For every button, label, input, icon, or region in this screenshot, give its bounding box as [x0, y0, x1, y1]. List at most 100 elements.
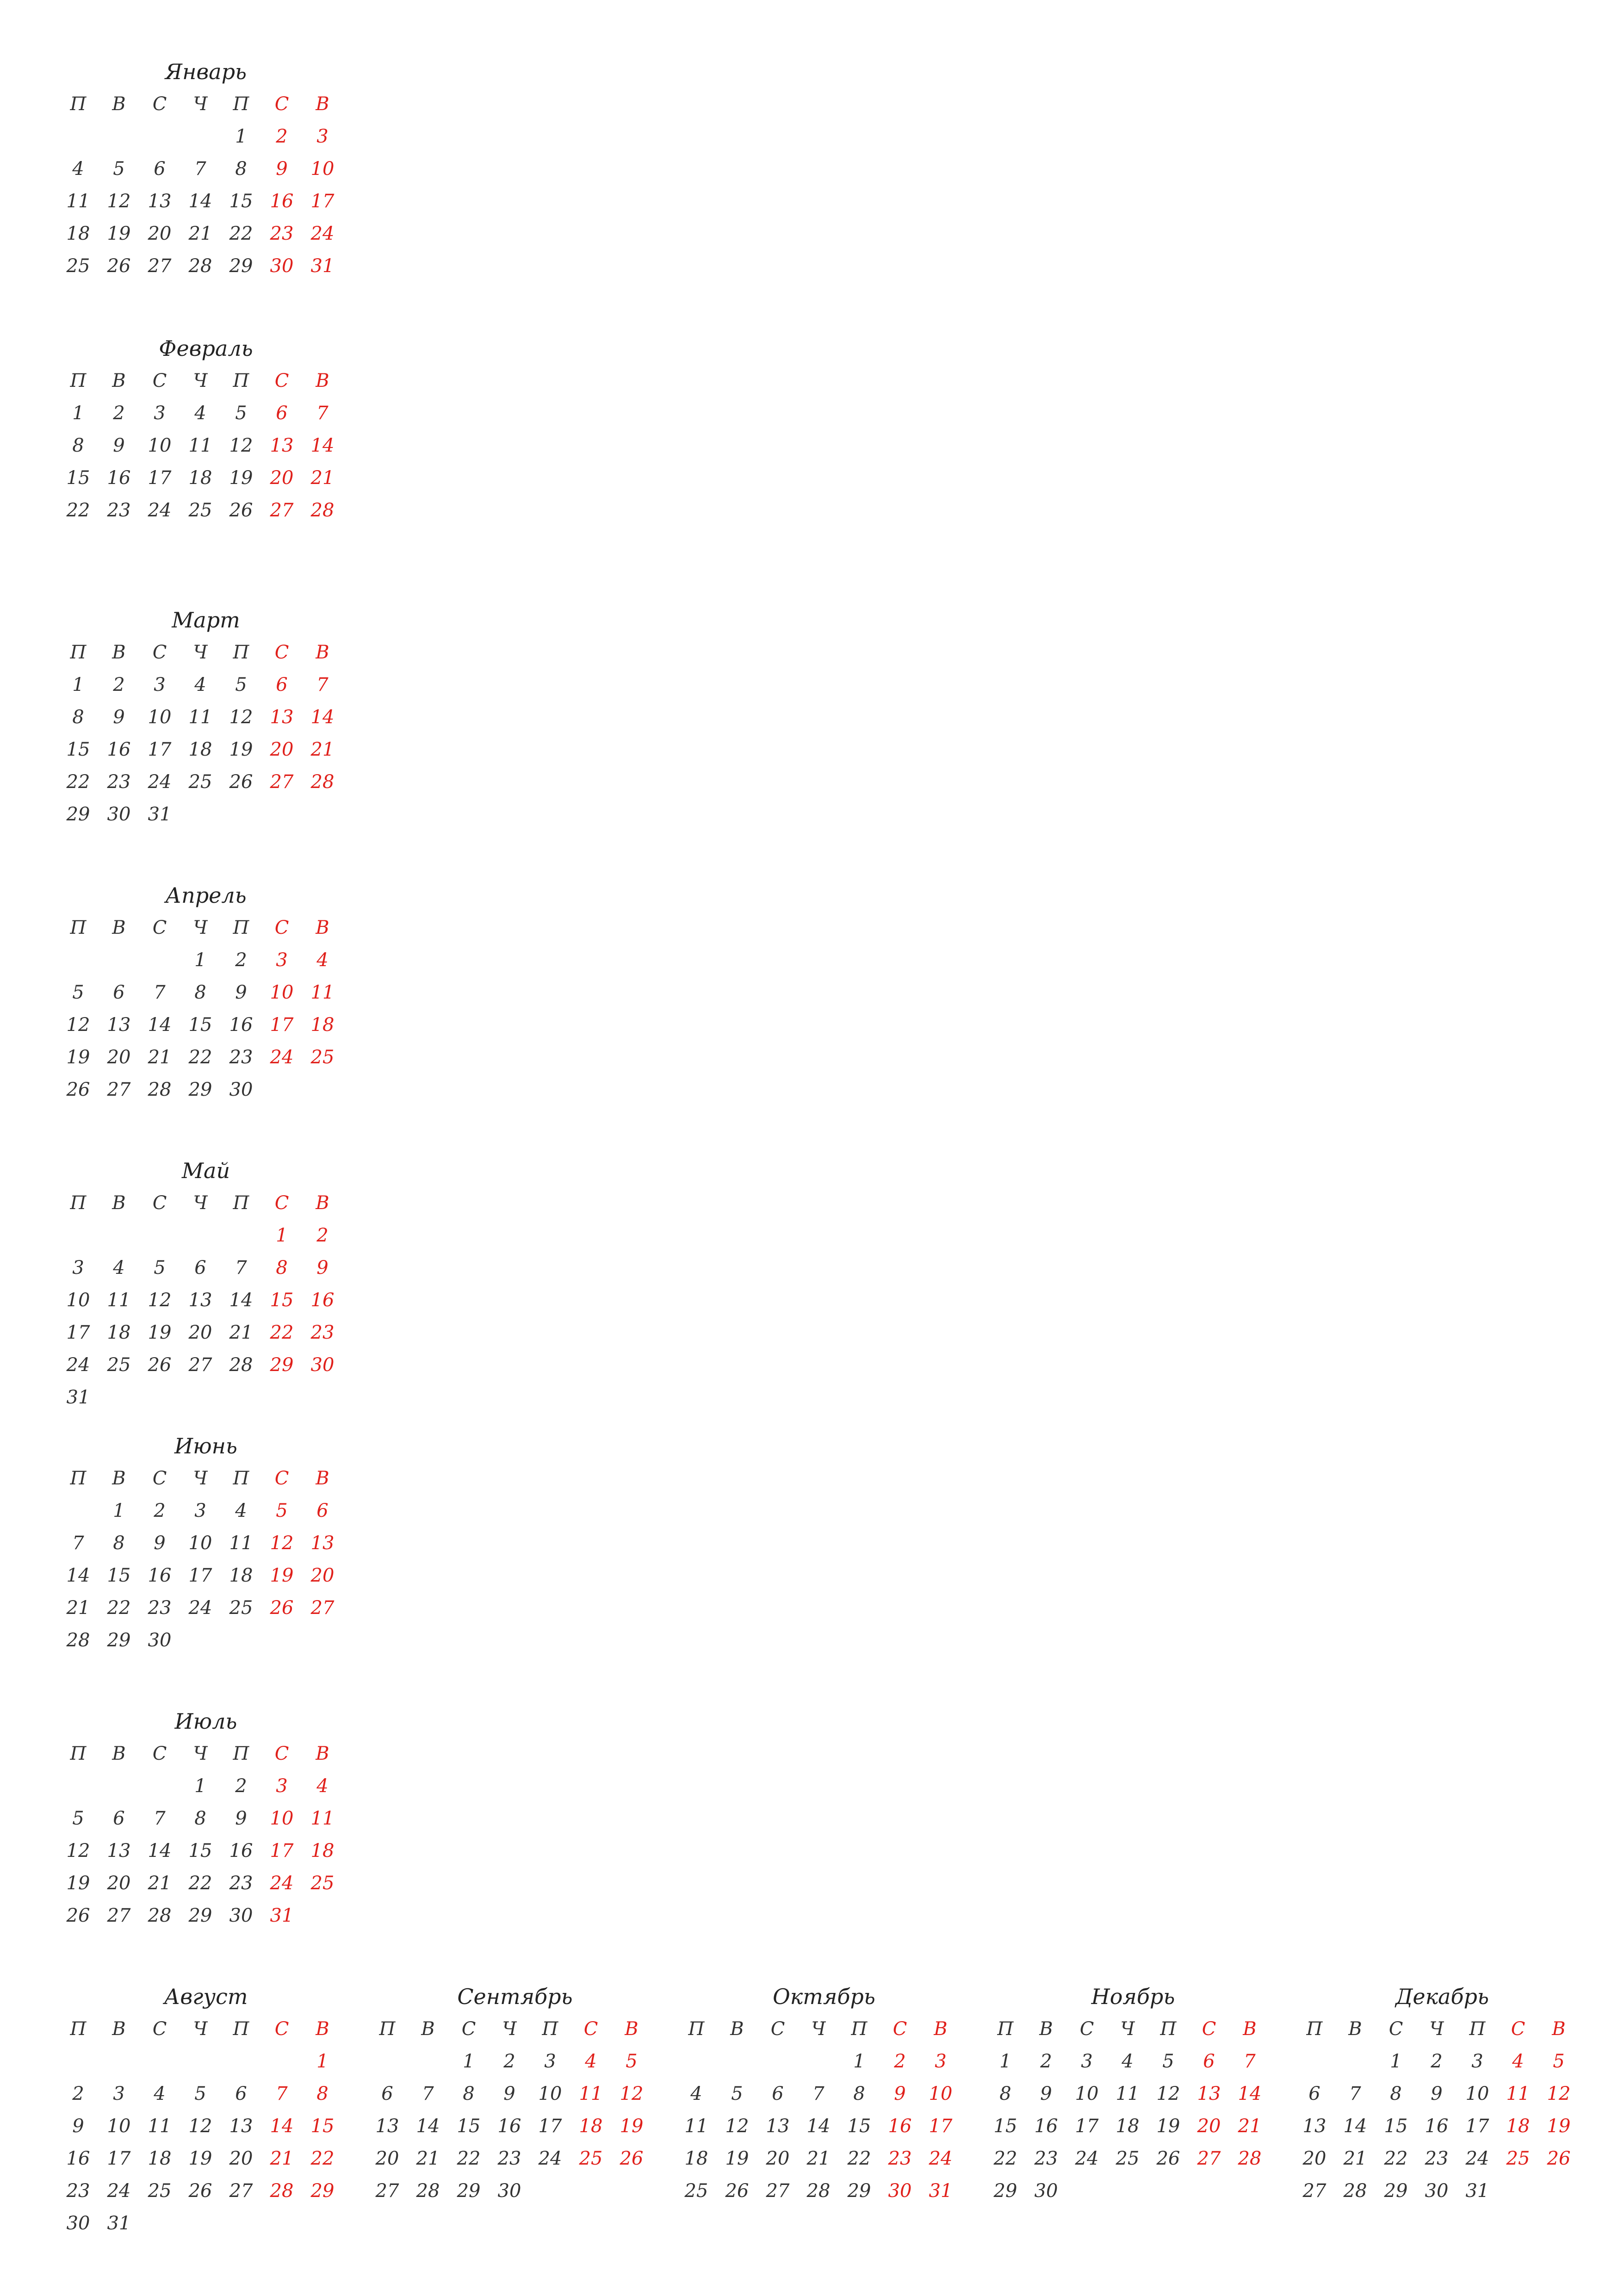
- day-cell: 18: [107, 1322, 131, 1343]
- day-cell: 19: [725, 2148, 749, 2169]
- day-cell: 4: [316, 1775, 329, 1797]
- day-cell: 24: [538, 2148, 562, 2169]
- weekday-header: Ч: [193, 1192, 208, 1214]
- day-cell: 13: [375, 2116, 399, 2137]
- day-cell: 7: [154, 1808, 166, 1829]
- day-cell: 25: [579, 2148, 603, 2169]
- weekday-header: С: [152, 1743, 167, 1764]
- day-cell: 25: [1116, 2148, 1140, 2169]
- day-cell: 8: [113, 1533, 125, 1554]
- day-cell: 9: [1040, 2083, 1052, 2104]
- day-cell: 18: [1116, 2116, 1140, 2137]
- day-cell: 9: [1431, 2083, 1443, 2104]
- day-cell: 13: [270, 707, 294, 728]
- day-cell: 19: [148, 1322, 172, 1343]
- day-cell: 14: [270, 2116, 294, 2137]
- day-cell: 9: [276, 158, 288, 180]
- day-cell: 9: [154, 1533, 166, 1554]
- day-cell: 18: [310, 1014, 335, 1036]
- day-cell: 6: [1308, 2083, 1320, 2104]
- day-cell: 10: [538, 2083, 562, 2104]
- day-cell: 18: [1506, 2116, 1530, 2137]
- day-cell: 4: [235, 1500, 247, 1521]
- day-cell: 9: [894, 2083, 906, 2104]
- day-cell: 29: [457, 2180, 481, 2202]
- day-cell: 29: [66, 804, 90, 825]
- day-cell: 27: [107, 1905, 131, 1926]
- day-cell: 18: [188, 739, 212, 760]
- day-cell: 17: [188, 1565, 212, 1586]
- day-cell: 17: [929, 2116, 953, 2137]
- day-cell: 23: [229, 1873, 253, 1894]
- weekday-header: Ч: [1429, 2018, 1444, 2040]
- day-cell: 2: [894, 2051, 906, 2072]
- day-cell: 5: [276, 1500, 288, 1521]
- day-cell: 7: [154, 982, 166, 1003]
- month-title: Январь: [165, 59, 247, 84]
- day-cell: 21: [148, 1873, 172, 1894]
- day-cell: 20: [107, 1873, 131, 1894]
- weekday-header: Ч: [1120, 2018, 1135, 2040]
- weekday-header: Ч: [193, 93, 208, 115]
- day-cell: 10: [66, 1290, 90, 1311]
- day-cell: 28: [148, 1079, 172, 1100]
- day-cell: 2: [276, 126, 288, 147]
- day-cell: 10: [310, 158, 335, 180]
- day-cell: 28: [416, 2180, 440, 2202]
- weekday-header: С: [152, 370, 167, 391]
- day-cell: 3: [72, 1257, 84, 1278]
- day-cell: 26: [148, 1354, 172, 1376]
- day-cell: 8: [463, 2083, 475, 2104]
- weekday-header: С: [274, 2018, 289, 2040]
- day-cell: 21: [416, 2148, 440, 2169]
- day-cell: 28: [310, 771, 335, 793]
- weekday-header: Ч: [811, 2018, 826, 2040]
- day-cell: 17: [148, 739, 172, 760]
- weekday-header: В: [625, 2018, 638, 2040]
- day-cell: 5: [72, 1808, 84, 1829]
- day-cell: 1: [276, 1225, 288, 1246]
- day-cell: 14: [148, 1014, 172, 1036]
- day-cell: 8: [999, 2083, 1011, 2104]
- day-cell: 1: [113, 1500, 125, 1521]
- weekday-header: В: [316, 93, 329, 115]
- weekday-header: С: [274, 1743, 289, 1764]
- day-cell: 21: [310, 739, 335, 760]
- weekday-header: П: [542, 2018, 558, 2040]
- day-cell: 8: [276, 1257, 288, 1278]
- day-cell: 25: [310, 1047, 335, 1068]
- day-cell: 19: [620, 2116, 644, 2137]
- weekday-header: П: [70, 1468, 87, 1489]
- day-cell: 25: [148, 2180, 172, 2202]
- day-cell: 23: [497, 2148, 521, 2169]
- day-cell: 20: [188, 1322, 212, 1343]
- day-cell: 27: [270, 500, 294, 521]
- day-cell: 26: [1156, 2148, 1180, 2169]
- day-cell: 26: [725, 2180, 749, 2202]
- day-cell: 13: [1197, 2083, 1221, 2104]
- day-cell: 6: [276, 674, 288, 695]
- day-cell: 11: [684, 2116, 708, 2137]
- weekday-header: П: [688, 2018, 705, 2040]
- day-cell: 10: [148, 707, 172, 728]
- day-cell: 3: [1471, 2051, 1483, 2072]
- day-cell: 28: [806, 2180, 831, 2202]
- day-cell: 8: [316, 2083, 329, 2104]
- weekday-header: П: [70, 917, 87, 938]
- day-cell: 9: [235, 982, 247, 1003]
- day-cell: 13: [148, 191, 172, 212]
- day-cell: 26: [270, 1597, 294, 1619]
- day-cell: 13: [1302, 2116, 1326, 2137]
- weekday-header: П: [70, 2018, 87, 2040]
- day-cell: 10: [1075, 2083, 1099, 2104]
- day-cell: 30: [1425, 2180, 1449, 2202]
- day-cell: 30: [148, 1630, 172, 1651]
- weekday-header: С: [152, 93, 167, 115]
- weekday-header: С: [1202, 2018, 1216, 2040]
- day-cell: 7: [1349, 2083, 1361, 2104]
- weekday-header: В: [1243, 2018, 1257, 2040]
- day-cell: 14: [310, 435, 335, 456]
- day-cell: 31: [270, 1905, 294, 1926]
- month-title: Ноябрь: [1091, 1984, 1175, 2009]
- day-cell: 7: [812, 2083, 824, 2104]
